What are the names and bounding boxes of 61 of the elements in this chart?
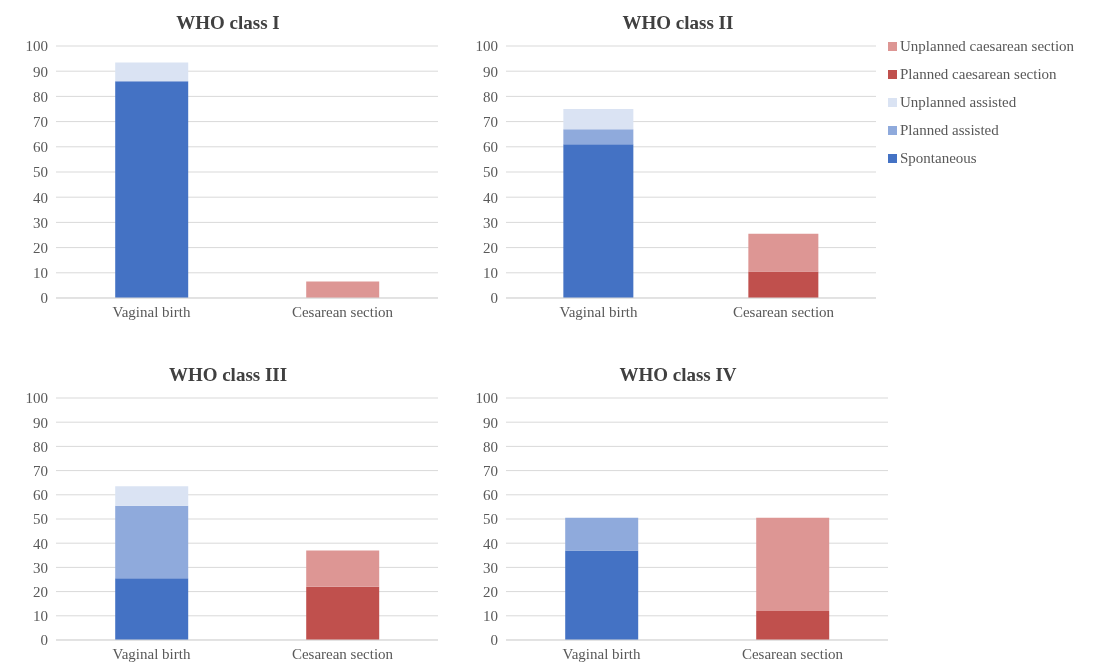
y-tick-label: 30: [33, 214, 48, 231]
y-tick-label: 50: [33, 164, 48, 181]
y-tick-label: 60: [483, 487, 498, 504]
y-tick-label: 50: [483, 164, 498, 181]
y-tick-label: 60: [483, 139, 498, 156]
legend-label: Planned assisted: [900, 122, 999, 138]
x-tick-label: Vaginal birth: [562, 645, 641, 662]
legend-label: Unplanned caesarean section: [900, 38, 1075, 54]
y-tick-label: 40: [33, 535, 48, 552]
x-tick-label: Vaginal birth: [112, 303, 191, 320]
chart-title: WHO class III: [167, 363, 289, 387]
y-tick-label: 10: [483, 265, 498, 282]
y-tick-label: 80: [33, 438, 48, 455]
legend-label: Unplanned assisted: [900, 94, 1017, 110]
y-tick-label: 0: [490, 632, 498, 649]
y-tick-label: 50: [483, 511, 498, 528]
x-tick-label: Cesarean section: [291, 303, 394, 320]
x-tick-label: Cesarean section: [732, 303, 835, 320]
y-tick-label: 0: [490, 290, 498, 307]
y-tick-label: 30: [483, 559, 498, 576]
y-tick-label: 80: [483, 438, 498, 455]
x-tick-label: Cesarean section: [741, 645, 844, 662]
y-tick-label: 70: [33, 462, 48, 479]
y-tick-label: 20: [33, 583, 48, 600]
chart-title: WHO class II: [621, 11, 735, 35]
y-tick-label: 60: [33, 139, 48, 156]
y-tick-label: 100: [25, 38, 48, 55]
y-tick-label: 40: [483, 535, 498, 552]
y-tick-label: 70: [483, 113, 498, 130]
y-tick-label: 0: [40, 290, 48, 307]
y-tick-label: 50: [33, 511, 48, 528]
y-tick-label: 20: [33, 239, 48, 256]
y-tick-label: 90: [33, 63, 48, 80]
y-tick-label: 70: [483, 462, 498, 479]
y-tick-label: 90: [483, 63, 498, 80]
y-tick-label: 80: [33, 88, 48, 105]
y-tick-label: 90: [33, 414, 48, 431]
chart-title: WHO class IV: [618, 363, 738, 387]
y-tick-label: 10: [33, 265, 48, 282]
y-tick-label: 40: [33, 189, 48, 206]
y-tick-label: 80: [483, 88, 498, 105]
x-tick-label: Vaginal birth: [559, 303, 638, 320]
y-tick-label: 10: [33, 608, 48, 625]
y-tick-label: 100: [475, 390, 498, 407]
x-tick-label: Cesarean section: [291, 645, 394, 662]
y-tick-label: 10: [483, 608, 498, 625]
y-tick-label: 70: [33, 113, 48, 130]
chart-title: WHO class I: [175, 11, 281, 35]
y-tick-label: 60: [33, 487, 48, 504]
y-tick-label: 100: [475, 38, 498, 55]
legend-label: Planned caesarean section: [900, 66, 1057, 82]
y-tick-label: 30: [483, 214, 498, 231]
y-tick-label: 30: [33, 559, 48, 576]
y-tick-label: 20: [483, 583, 498, 600]
y-tick-label: 90: [483, 414, 498, 431]
y-tick-label: 0: [40, 632, 48, 649]
y-tick-label: 100: [25, 390, 48, 407]
y-tick-label: 40: [483, 189, 498, 206]
x-tick-label: Vaginal birth: [112, 645, 191, 662]
y-tick-label: 20: [483, 239, 498, 256]
legend-label: Spontaneous: [900, 150, 977, 166]
